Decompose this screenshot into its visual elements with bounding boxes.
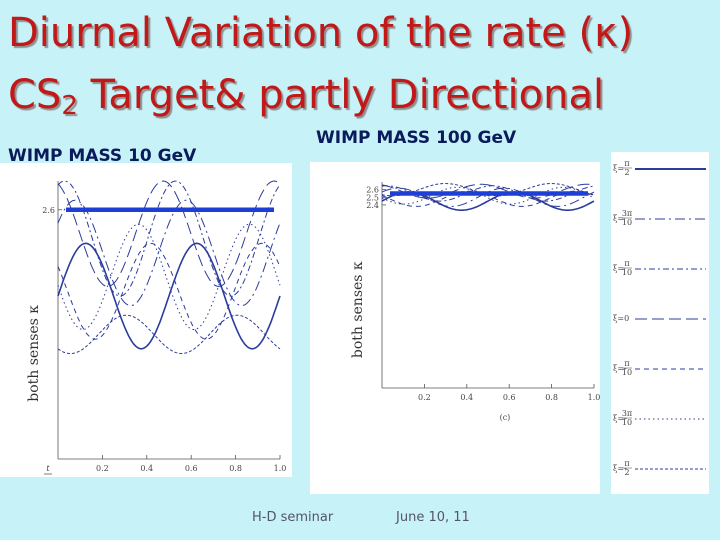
x-axis-label-num: t <box>46 464 50 473</box>
x-tick-label: 0.2 <box>418 393 431 402</box>
x-tick-label: 0.6 <box>185 464 198 473</box>
legend-prefix: ξ= <box>613 264 624 273</box>
title-subscript: 2 <box>61 91 78 121</box>
legend-entry-6: π2ξ=- <box>613 459 706 477</box>
legend-entry-0: π2ξ= <box>613 159 706 177</box>
x-tick-label: 0.4 <box>460 393 473 402</box>
series-line-4 <box>57 242 281 340</box>
series-line-3 <box>381 183 595 199</box>
x-tick-label: 0.8 <box>229 464 242 473</box>
x-tick-label: 0.6 <box>503 393 516 402</box>
series-line-1 <box>57 199 281 307</box>
left-plot-heading: WIMP MASS 10 GeV <box>8 146 197 166</box>
legend-prefix: ξ=- <box>613 414 627 423</box>
x-tick-label: 0.2 <box>96 464 109 473</box>
chart-100gev-svg: 0.2 0.4 0.6 0.8 1.0 2.62.52.4 both senses κ (c) <box>350 182 600 422</box>
footer-event: H-D seminar <box>252 510 334 525</box>
series-line-6 <box>57 314 281 354</box>
chart-10gev-svg: 0.2 0.4 0.6 0.8 1.0 2.6 both senses κ t T <box>26 180 287 477</box>
legend-den: 2 <box>624 168 629 177</box>
x-tick-label: 0.8 <box>545 393 558 402</box>
legend-den: 10 <box>622 268 632 277</box>
y-axis-label: both senses κ <box>350 261 366 358</box>
legend-den: 2 <box>624 468 629 477</box>
legend-num: π <box>624 159 629 168</box>
series-line-2 <box>57 180 281 297</box>
x-tick-label: 1.0 <box>588 393 600 402</box>
legend-prefix: ξ=- <box>613 464 627 473</box>
slide-title-line-1: Diurnal Variation of the rate (κ) <box>8 10 634 56</box>
legend-den: 10 <box>622 368 632 377</box>
legend-entry-3: ξ=0 <box>613 314 706 323</box>
legend-num: 3π <box>622 209 632 218</box>
x-axis-label-den: T <box>45 476 51 477</box>
x-tick-label: 1.0 <box>274 464 287 473</box>
legend-prefix: ξ=0 <box>613 314 629 323</box>
y-tick-label: 2.6 <box>366 186 379 195</box>
chart-panel-10gev: 0.2 0.4 0.6 0.8 1.0 2.6 both senses κ t T <box>0 163 292 477</box>
legend-num: π <box>624 359 629 368</box>
title-rest: Target& partly Directional <box>77 72 605 118</box>
legend-prefix: ξ=- <box>613 364 627 373</box>
y-tick-label: 2.5 <box>366 193 379 202</box>
chart-panel-100gev: 0.2 0.4 0.6 0.8 1.0 2.6 2.5 2.4 both senses κ (c) <box>310 162 600 494</box>
legend-num: π <box>624 459 629 468</box>
y-tick-label: 2.4 <box>366 201 379 210</box>
legend-den: 10 <box>622 418 632 427</box>
legend-prefix: ξ= <box>613 164 624 173</box>
series-line-0 <box>57 242 281 350</box>
slide-title-line-2: CS2 Target& partly Directional <box>8 72 604 129</box>
series-line-5 <box>57 223 281 330</box>
legend-den: 10 <box>622 218 632 227</box>
x-tick-label: 0.4 <box>140 464 153 473</box>
y-tick-label: 2.6 <box>42 206 55 215</box>
legend-prefix: ξ= <box>613 214 624 223</box>
series-line-1 <box>381 187 595 207</box>
series-line-3 <box>57 180 281 287</box>
legend-panel: π 2 ξ= 3π 10 ξ= π 10 ξ= ξ=0 π 10 ξ=- 3π 10 ξ=- π 2 ξ=- <box>611 152 709 494</box>
series-line-5 <box>381 186 595 205</box>
footer-date: June 10, 11 <box>396 510 470 525</box>
series-line-6 <box>381 183 595 197</box>
legend-num: 3π <box>622 409 632 418</box>
legend-num: π <box>624 259 629 268</box>
panel-label: (c) <box>500 413 511 422</box>
right-plot-heading: WIMP MASS 100 GeV <box>316 128 517 148</box>
title-cs: CS <box>8 72 62 118</box>
y-axis-label: both senses κ <box>26 305 42 402</box>
